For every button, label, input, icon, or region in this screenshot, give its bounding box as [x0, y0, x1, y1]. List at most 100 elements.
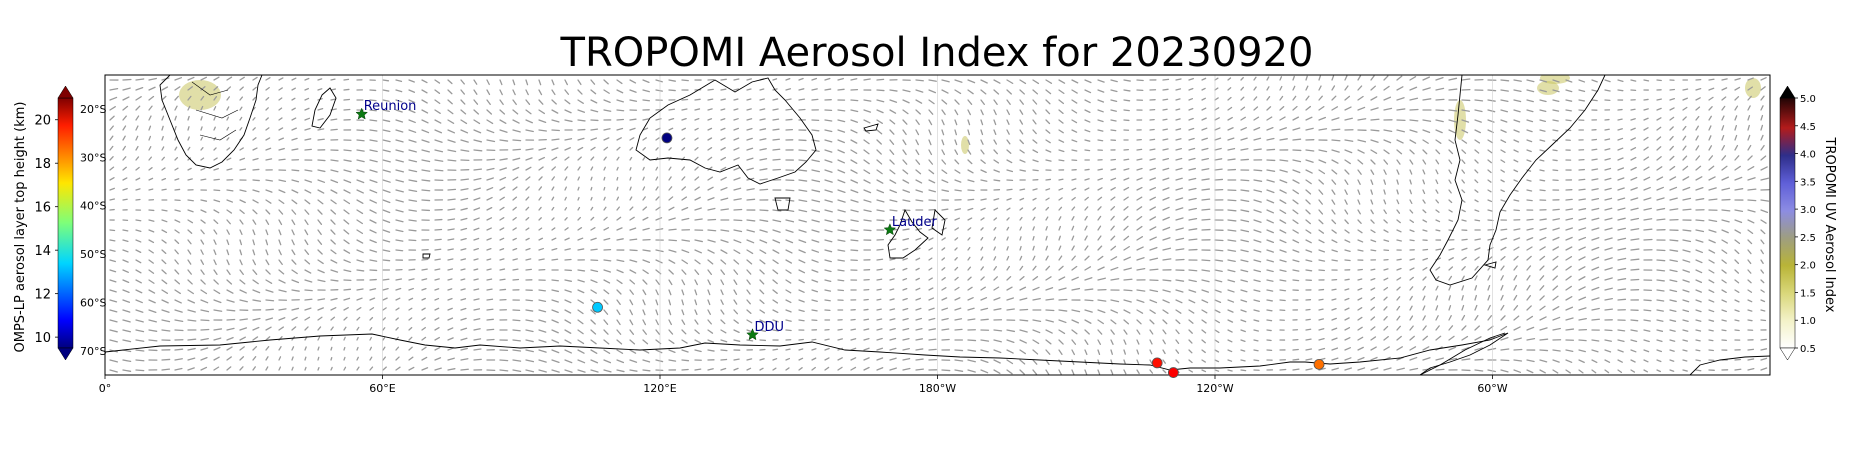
- wind-arrow: [616, 309, 621, 316]
- wind-arrow: [200, 199, 208, 202]
- wind-arrow: [1045, 298, 1055, 301]
- wind-arrow: [1305, 105, 1312, 111]
- wind-arrow: [1396, 258, 1402, 261]
- wind-arrow: [239, 106, 243, 111]
- wind-arrow: [499, 258, 505, 261]
- wind-arrow: [720, 349, 728, 352]
- wind-arrow: [655, 217, 663, 221]
- wind-arrow: [1448, 209, 1453, 213]
- wind-arrow: [161, 259, 167, 265]
- wind-arrow: [564, 289, 572, 293]
- wind-arrow: [668, 259, 676, 264]
- wind-arrow: [499, 79, 503, 86]
- wind-arrow: [369, 316, 374, 321]
- wind-arrow: [1760, 144, 1765, 151]
- wind-arrow: [1734, 188, 1744, 191]
- wind-arrow: [720, 147, 726, 151]
- wind-arrow: [1734, 269, 1740, 274]
- wind-arrow: [902, 337, 910, 341]
- wind-arrow: [421, 179, 431, 182]
- wind-arrow: [1721, 269, 1727, 274]
- wind-arrow: [694, 249, 703, 254]
- wind-arrow: [538, 89, 543, 96]
- wind-arrow: [356, 336, 359, 341]
- wind-arrow: [941, 277, 946, 281]
- wind-arrow: [616, 369, 625, 373]
- wind-arrow: [304, 356, 307, 361]
- wind-arrow: [148, 95, 155, 101]
- wind-arrow: [1032, 245, 1035, 251]
- wind-arrow: [954, 179, 962, 183]
- wind-arrow: [382, 79, 390, 82]
- wind-arrow: [447, 357, 455, 361]
- wind-arrow: [408, 336, 413, 341]
- wind-arrow: [1383, 277, 1389, 281]
- wind-arrow: [161, 95, 167, 101]
- wind-arrow: [577, 109, 586, 113]
- wind-arrow: [655, 79, 663, 83]
- wind-arrow: [1617, 197, 1626, 201]
- wind-arrow: [733, 108, 739, 111]
- wind-arrow: [1318, 229, 1325, 234]
- wind-arrow: [1422, 199, 1426, 204]
- wind-arrow: [1500, 275, 1504, 281]
- wind-arrow: [1045, 129, 1051, 134]
- wind-arrow: [1721, 187, 1731, 191]
- wind-arrow: [265, 127, 270, 131]
- wind-arrow: [1396, 335, 1402, 341]
- wind-arrow: [1513, 189, 1519, 192]
- wind-arrow: [382, 119, 391, 123]
- wind-arrow: [1292, 85, 1296, 91]
- wind-arrow: [681, 309, 685, 316]
- wind-arrow: [1760, 289, 1765, 293]
- wind-arrow: [473, 248, 479, 251]
- wind-arrow: [1149, 216, 1157, 221]
- wind-arrow: [1461, 314, 1466, 321]
- wind-arrow: [733, 309, 738, 315]
- wind-arrow: [330, 118, 338, 121]
- wind-arrow: [1123, 359, 1126, 365]
- wind-arrow: [629, 349, 637, 354]
- wind-arrow: [1266, 127, 1274, 131]
- wind-arrow: [1344, 239, 1351, 243]
- wind-arrow: [408, 229, 417, 232]
- wind-arrow: [811, 169, 820, 173]
- wind-arrow: [252, 189, 260, 193]
- wind-arrow: [538, 156, 545, 161]
- wind-arrow: [980, 266, 984, 271]
- wind-arrow: [1123, 278, 1133, 281]
- wind-arrow: [1331, 288, 1337, 291]
- wind-arrow: [122, 166, 127, 171]
- wind-arrow: [356, 189, 364, 194]
- wind-arrow: [733, 299, 738, 305]
- wind-arrow: [772, 108, 779, 111]
- wind-arrow: [759, 348, 766, 351]
- wind-arrow: [1448, 248, 1455, 251]
- wind-arrow: [681, 186, 687, 191]
- wind-arrow: [1162, 226, 1171, 231]
- wind-arrow: [850, 209, 859, 213]
- wind-arrow: [707, 176, 713, 181]
- wind-arrow: [1071, 255, 1076, 261]
- wind-arrow: [187, 167, 192, 171]
- wind-arrow: [720, 367, 727, 371]
- wind-arrow: [655, 166, 659, 171]
- wind-arrow: [1370, 296, 1376, 301]
- wind-arrow: [564, 217, 568, 221]
- wind-arrow: [1760, 309, 1766, 312]
- wind-arrow: [1461, 139, 1468, 144]
- wind-arrow: [1630, 118, 1636, 121]
- wind-arrow: [1760, 155, 1767, 161]
- wind-arrow: [941, 169, 948, 175]
- wind-arrow: [1448, 88, 1458, 91]
- wind-arrow: [512, 227, 517, 231]
- wind-arrow: [837, 189, 846, 194]
- wind-arrow: [538, 349, 547, 353]
- wind-arrow: [1383, 85, 1390, 91]
- wind-arrow: [1214, 299, 1222, 303]
- wind-arrow: [863, 149, 870, 155]
- wind-arrow: [1422, 119, 1432, 122]
- wind-arrow: [1162, 138, 1169, 141]
- wind-arrow: [1032, 255, 1036, 261]
- wind-arrow: [590, 166, 594, 171]
